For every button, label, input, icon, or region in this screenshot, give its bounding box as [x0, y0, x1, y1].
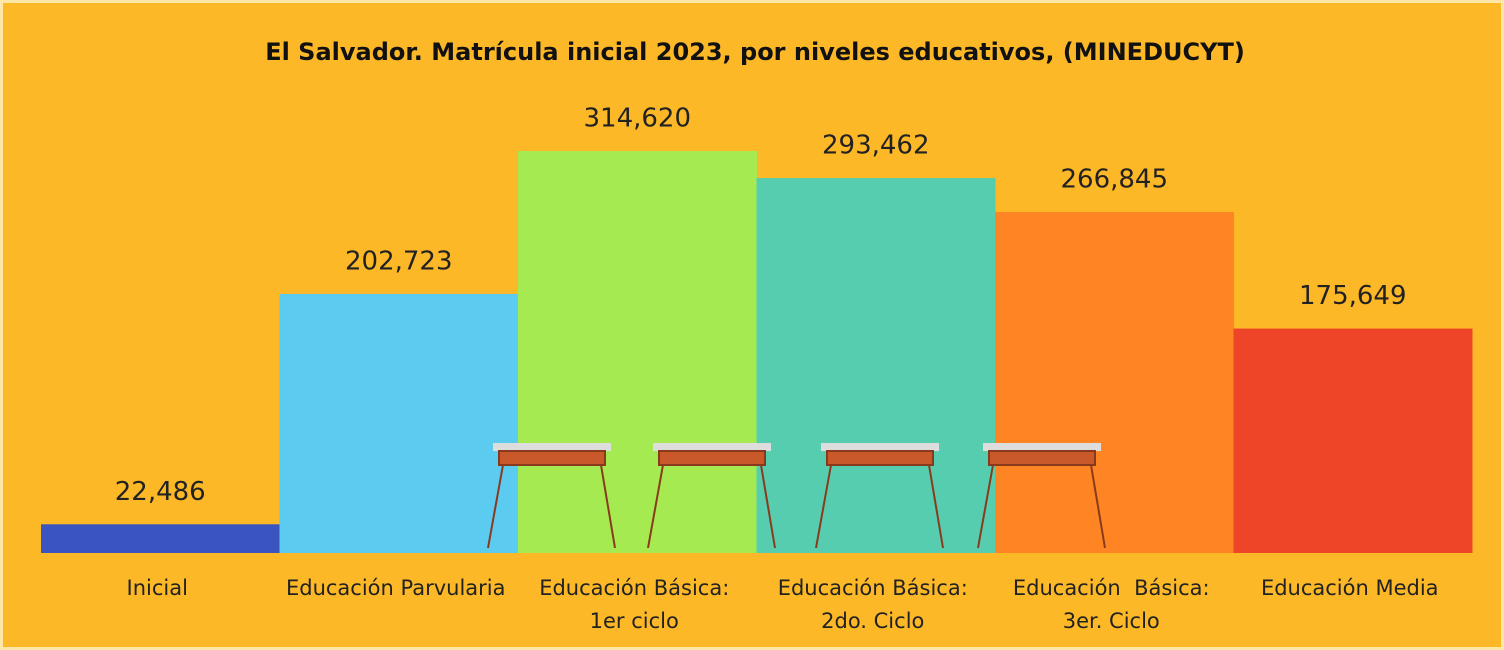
bar	[41, 524, 280, 553]
x-tick-label: Educación Media	[1260, 576, 1439, 600]
bar	[756, 178, 996, 554]
value-label: 22,486	[115, 477, 206, 507]
value-label: 293,462	[822, 131, 930, 161]
bar	[995, 212, 1234, 553]
value-label: 175,649	[1299, 281, 1407, 311]
x-tick-label: Educación Básica: 3er. Ciclo	[1012, 576, 1210, 633]
value-label: 266,845	[1060, 165, 1168, 195]
bars	[41, 151, 1473, 554]
x-tick-label: Educación Básica: 1er ciclo	[539, 576, 730, 633]
chart-title: El Salvador. Matrícula inicial 2023, por…	[265, 38, 1245, 66]
x-tick-label: Educación Parvularia	[285, 576, 506, 600]
illustration	[487, 443, 1106, 549]
bar	[279, 293, 519, 553]
x-tick-label: Inicial	[126, 576, 188, 600]
bar	[518, 151, 757, 553]
value-label: 314,620	[583, 104, 691, 134]
x-tick-label: Educación Básica: 2do. Ciclo	[777, 576, 968, 633]
bar	[1233, 328, 1473, 553]
value-label: 202,723	[345, 246, 453, 276]
chart-svg: El Salvador. Matrícula inicial 2023, por…	[41, 38, 1473, 554]
